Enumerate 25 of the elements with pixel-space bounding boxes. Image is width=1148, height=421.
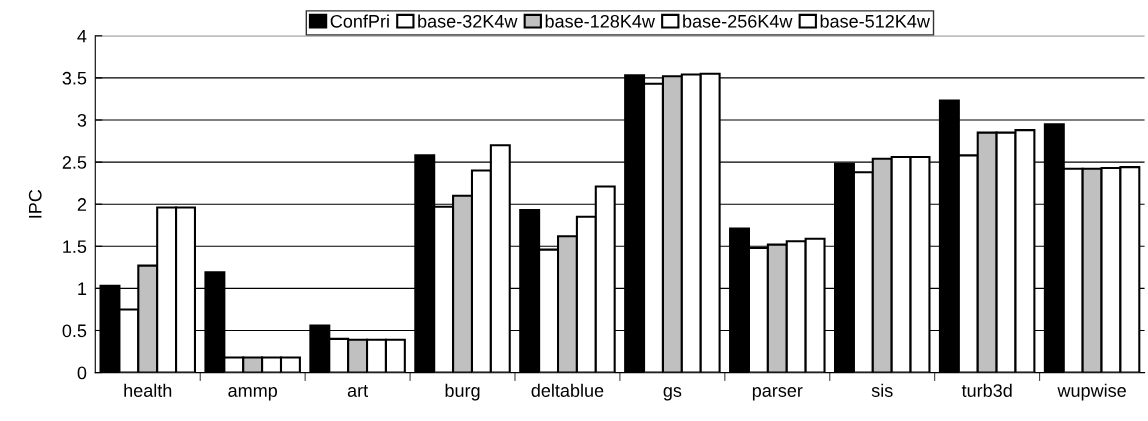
x-tick-label: wupwise xyxy=(1057,383,1126,401)
y-axis-title: IPC xyxy=(28,189,42,218)
x-tick-label: turb3d xyxy=(961,383,1012,397)
x-tick-label: burg xyxy=(445,383,480,401)
legend-label: base-32K4w xyxy=(418,14,518,28)
y-tick-label: 4 xyxy=(77,29,87,43)
y-tick-label: 2 xyxy=(77,198,87,211)
y-tick-label: 3.5 xyxy=(62,71,87,85)
y-tick-label: 1.5 xyxy=(63,240,87,254)
y-tick-label: 2.5 xyxy=(62,156,87,169)
legend-label: base-128K4w xyxy=(545,14,655,28)
y-tick-label: 1 xyxy=(78,282,87,295)
y-tick-label: 3 xyxy=(77,113,87,127)
y-tick-label: 0 xyxy=(77,366,87,380)
legend-label: ConfPri xyxy=(330,14,389,28)
x-tick-label: gs xyxy=(663,387,682,401)
x-tick-label: health xyxy=(124,383,172,397)
y-tick-label: 0.5 xyxy=(62,324,87,338)
x-tick-label: parser xyxy=(752,387,803,401)
legend-label: base-256K4w xyxy=(683,14,793,28)
x-tick-label: deltablue xyxy=(531,383,604,397)
x-tick-label: ammp xyxy=(228,387,277,401)
legend-label: base-512K4w xyxy=(820,14,930,28)
x-tick-label: sis xyxy=(871,383,893,397)
x-tick-label: art xyxy=(347,385,369,397)
